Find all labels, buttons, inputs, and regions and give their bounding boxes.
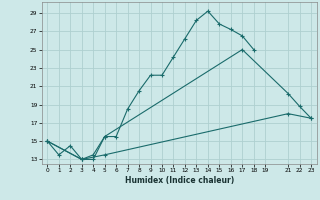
X-axis label: Humidex (Indice chaleur): Humidex (Indice chaleur): [124, 176, 234, 185]
